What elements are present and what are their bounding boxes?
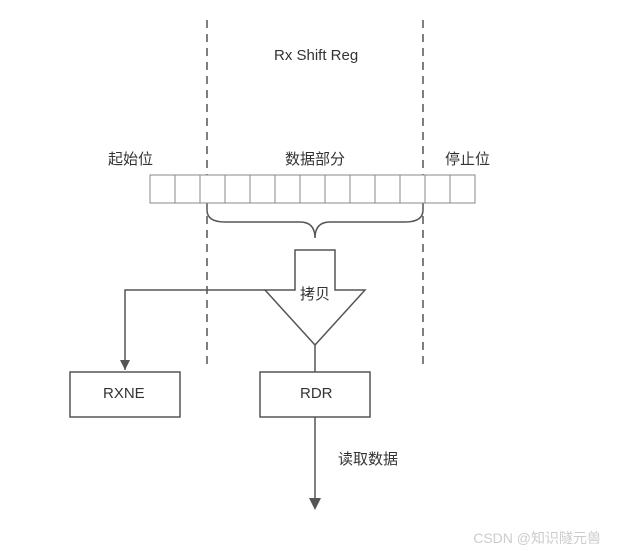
title-label: Rx Shift Reg [274, 47, 358, 64]
diagram-svg [0, 0, 621, 560]
data-part-label: 数据部分 [285, 148, 345, 169]
line-to-rxne [125, 290, 265, 370]
rxne-label: RXNE [103, 385, 145, 402]
arrowhead-read [309, 498, 321, 510]
brace [207, 210, 423, 238]
copy-label: 拷贝 [300, 283, 330, 304]
start-bit-label: 起始位 [108, 148, 153, 169]
watermark: CSDN @知识隧元兽 [473, 528, 601, 548]
read-data-label: 读取数据 [338, 448, 398, 469]
arrowhead-rxne [120, 360, 130, 370]
rdr-label: RDR [300, 385, 333, 402]
stop-bit-label: 停止位 [445, 148, 490, 169]
shift-register [150, 175, 475, 203]
